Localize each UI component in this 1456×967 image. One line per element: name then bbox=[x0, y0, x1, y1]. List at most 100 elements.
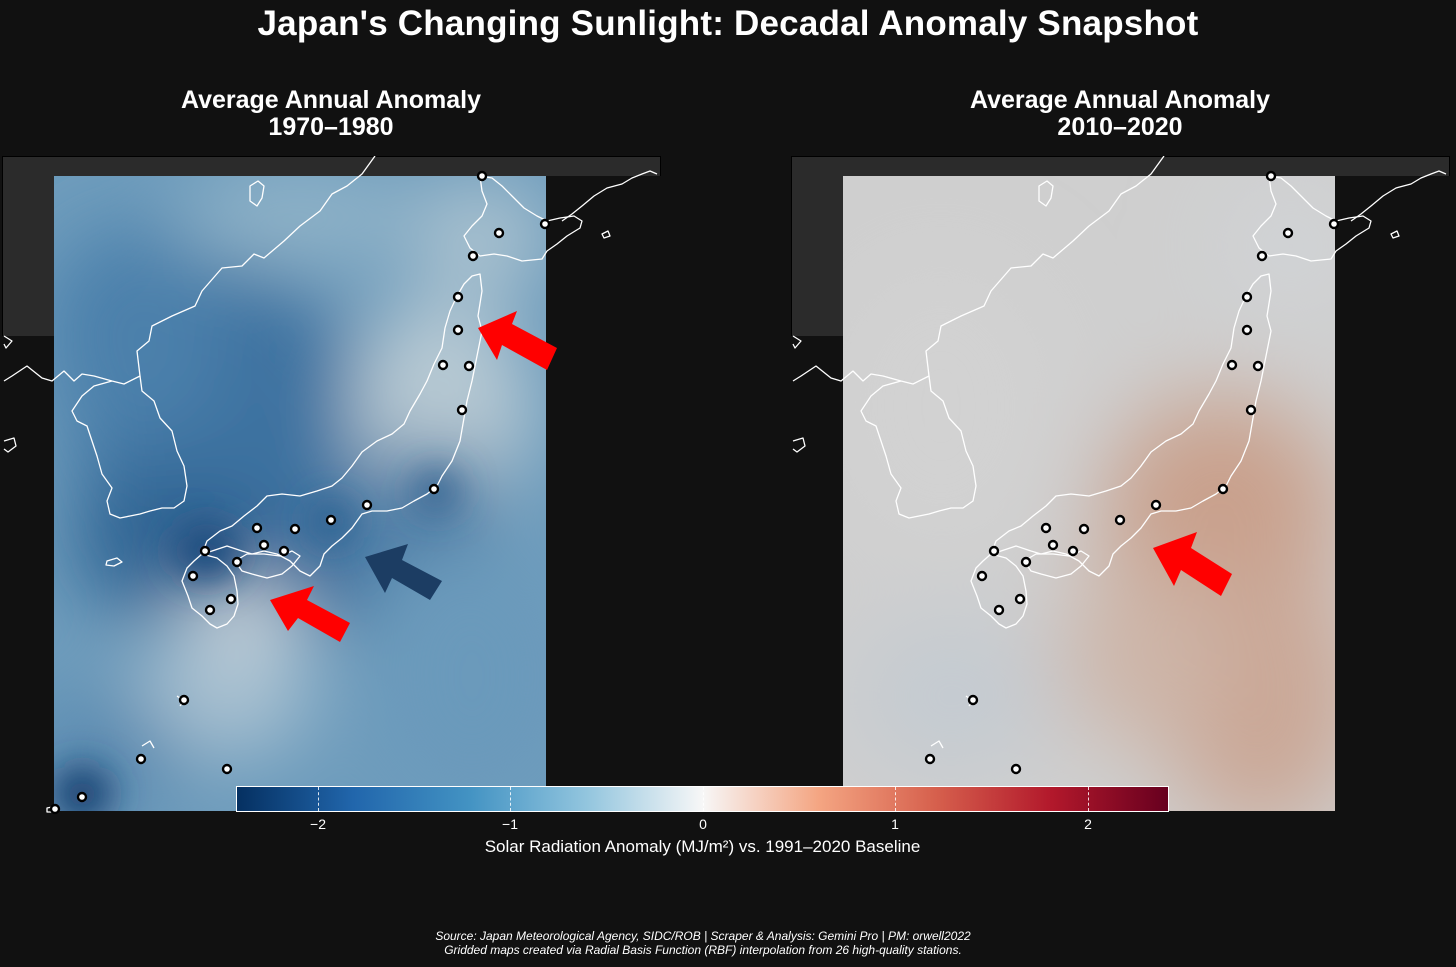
station-marker bbox=[1241, 324, 1253, 336]
ocean-outside-grid bbox=[2, 336, 54, 819]
station-marker bbox=[289, 523, 301, 535]
station-marker bbox=[258, 539, 270, 551]
annotation-arrows bbox=[1153, 532, 1232, 596]
korea-coastline bbox=[860, 375, 977, 519]
station-marker bbox=[1040, 522, 1052, 534]
continent-coastline bbox=[792, 156, 1165, 385]
colorbar-tick-label: 2 bbox=[1084, 816, 1092, 832]
panel-title-period: 1970–1980 bbox=[268, 113, 394, 141]
station-marker bbox=[967, 694, 979, 706]
island-outline bbox=[930, 740, 944, 749]
station-marker bbox=[437, 359, 449, 371]
sakhalin-coastline bbox=[1350, 170, 1447, 222]
anomaly-map-1970 bbox=[2, 156, 661, 819]
station-marker bbox=[1020, 556, 1032, 568]
colorbar-tick-label: 1 bbox=[891, 816, 899, 832]
hokkaido-coastline bbox=[1252, 175, 1372, 262]
station-marker bbox=[199, 545, 211, 557]
kyushu-coastline bbox=[181, 553, 239, 629]
station-marker bbox=[1245, 404, 1257, 416]
station-marker bbox=[76, 791, 88, 803]
sakhalin-coastline bbox=[561, 170, 658, 222]
colorbar-tick-label: 0 bbox=[699, 816, 707, 832]
island-outline bbox=[792, 437, 806, 453]
station-marker bbox=[251, 522, 263, 534]
station-marker bbox=[1226, 359, 1238, 371]
station-markers bbox=[49, 170, 551, 815]
red-arrow-icon bbox=[270, 586, 350, 642]
panel-title-line1: Average Annual Anomaly bbox=[180, 86, 482, 114]
hokkaido-coastline bbox=[463, 175, 583, 262]
station-marker bbox=[452, 291, 464, 303]
panel-title-period: 2010–2020 bbox=[1057, 113, 1183, 141]
colorbar-tick bbox=[895, 787, 896, 811]
station-marker bbox=[1241, 291, 1253, 303]
anomaly-field bbox=[54, 176, 546, 811]
island-outline bbox=[1038, 180, 1054, 207]
main-title: Japan's Changing Sunlight: Decadal Anoma… bbox=[257, 4, 1199, 43]
colorbar-tick bbox=[703, 787, 704, 811]
station-marker bbox=[187, 570, 199, 582]
source-caption: Source: Japan Meteorological Agency, SID… bbox=[0, 929, 1406, 957]
station-marker bbox=[924, 753, 936, 765]
island-outline bbox=[792, 335, 802, 349]
ocean-outside-grid bbox=[843, 811, 1335, 819]
colorbar-tick bbox=[318, 787, 319, 811]
island-outline bbox=[3, 437, 17, 453]
station-marker bbox=[178, 694, 190, 706]
coastlines bbox=[792, 156, 1447, 749]
island-outline bbox=[601, 230, 611, 239]
station-marker bbox=[456, 404, 468, 416]
ocean-outside-grid bbox=[791, 336, 843, 819]
map-panel-2010-title: Average Annual Anomaly 2010–2020 bbox=[790, 87, 1450, 141]
anomaly-map-2010 bbox=[791, 156, 1450, 819]
map-panel-1970-title: Average Annual Anomaly 1970–1980 bbox=[1, 87, 661, 141]
station-marker bbox=[278, 545, 290, 557]
island-outline bbox=[3, 335, 13, 349]
colorbar-tick bbox=[510, 787, 511, 811]
station-marker bbox=[231, 556, 243, 568]
station-marker bbox=[976, 570, 988, 582]
station-marker bbox=[221, 763, 233, 775]
shikoku-coastline bbox=[234, 550, 301, 579]
station-marker bbox=[1010, 763, 1022, 775]
station-marker bbox=[49, 803, 61, 815]
station-marker bbox=[1150, 499, 1162, 511]
station-marker bbox=[1114, 514, 1126, 526]
station-marker bbox=[1067, 545, 1079, 557]
island-outline bbox=[249, 180, 265, 207]
ocean-outside-grid bbox=[546, 176, 661, 819]
colorbar-title: Solar Radiation Anomaly (MJ/m²) vs. 1991… bbox=[484, 837, 921, 856]
red-arrow-icon bbox=[1153, 532, 1232, 596]
station-marker bbox=[1328, 218, 1340, 230]
colorbar-legend: −2 −1 0 1 2 Solar Radiation Anomaly (MJ/… bbox=[236, 786, 1169, 856]
station-marker bbox=[204, 604, 216, 616]
station-marker bbox=[493, 227, 505, 239]
station-marker bbox=[1252, 360, 1264, 372]
ocean-outside-grid bbox=[54, 811, 546, 819]
island-outline bbox=[141, 740, 155, 749]
station-marker bbox=[539, 218, 551, 230]
ocean-outside-grid bbox=[1335, 176, 1450, 819]
continent-coastline bbox=[3, 156, 376, 385]
station-marker bbox=[1282, 227, 1294, 239]
colorbar-tick-label: −2 bbox=[310, 816, 326, 832]
station-marker bbox=[1256, 250, 1268, 262]
station-markers bbox=[924, 170, 1340, 775]
anomaly-field bbox=[843, 176, 1335, 811]
shikoku-coastline bbox=[1023, 550, 1090, 579]
station-marker bbox=[361, 499, 373, 511]
station-marker bbox=[225, 593, 237, 605]
station-marker bbox=[428, 483, 440, 495]
station-marker bbox=[988, 545, 1000, 557]
honshu-coastline bbox=[990, 273, 1272, 577]
honshu-coastline bbox=[201, 273, 483, 577]
coastlines bbox=[3, 156, 658, 813]
station-marker bbox=[1047, 539, 1059, 551]
kyushu-coastline bbox=[970, 553, 1028, 629]
annotation-arrows bbox=[270, 311, 557, 642]
korea-coastline bbox=[71, 375, 188, 519]
station-marker bbox=[993, 604, 1005, 616]
station-marker bbox=[1078, 523, 1090, 535]
panel-title-line1: Average Annual Anomaly bbox=[969, 86, 1271, 114]
